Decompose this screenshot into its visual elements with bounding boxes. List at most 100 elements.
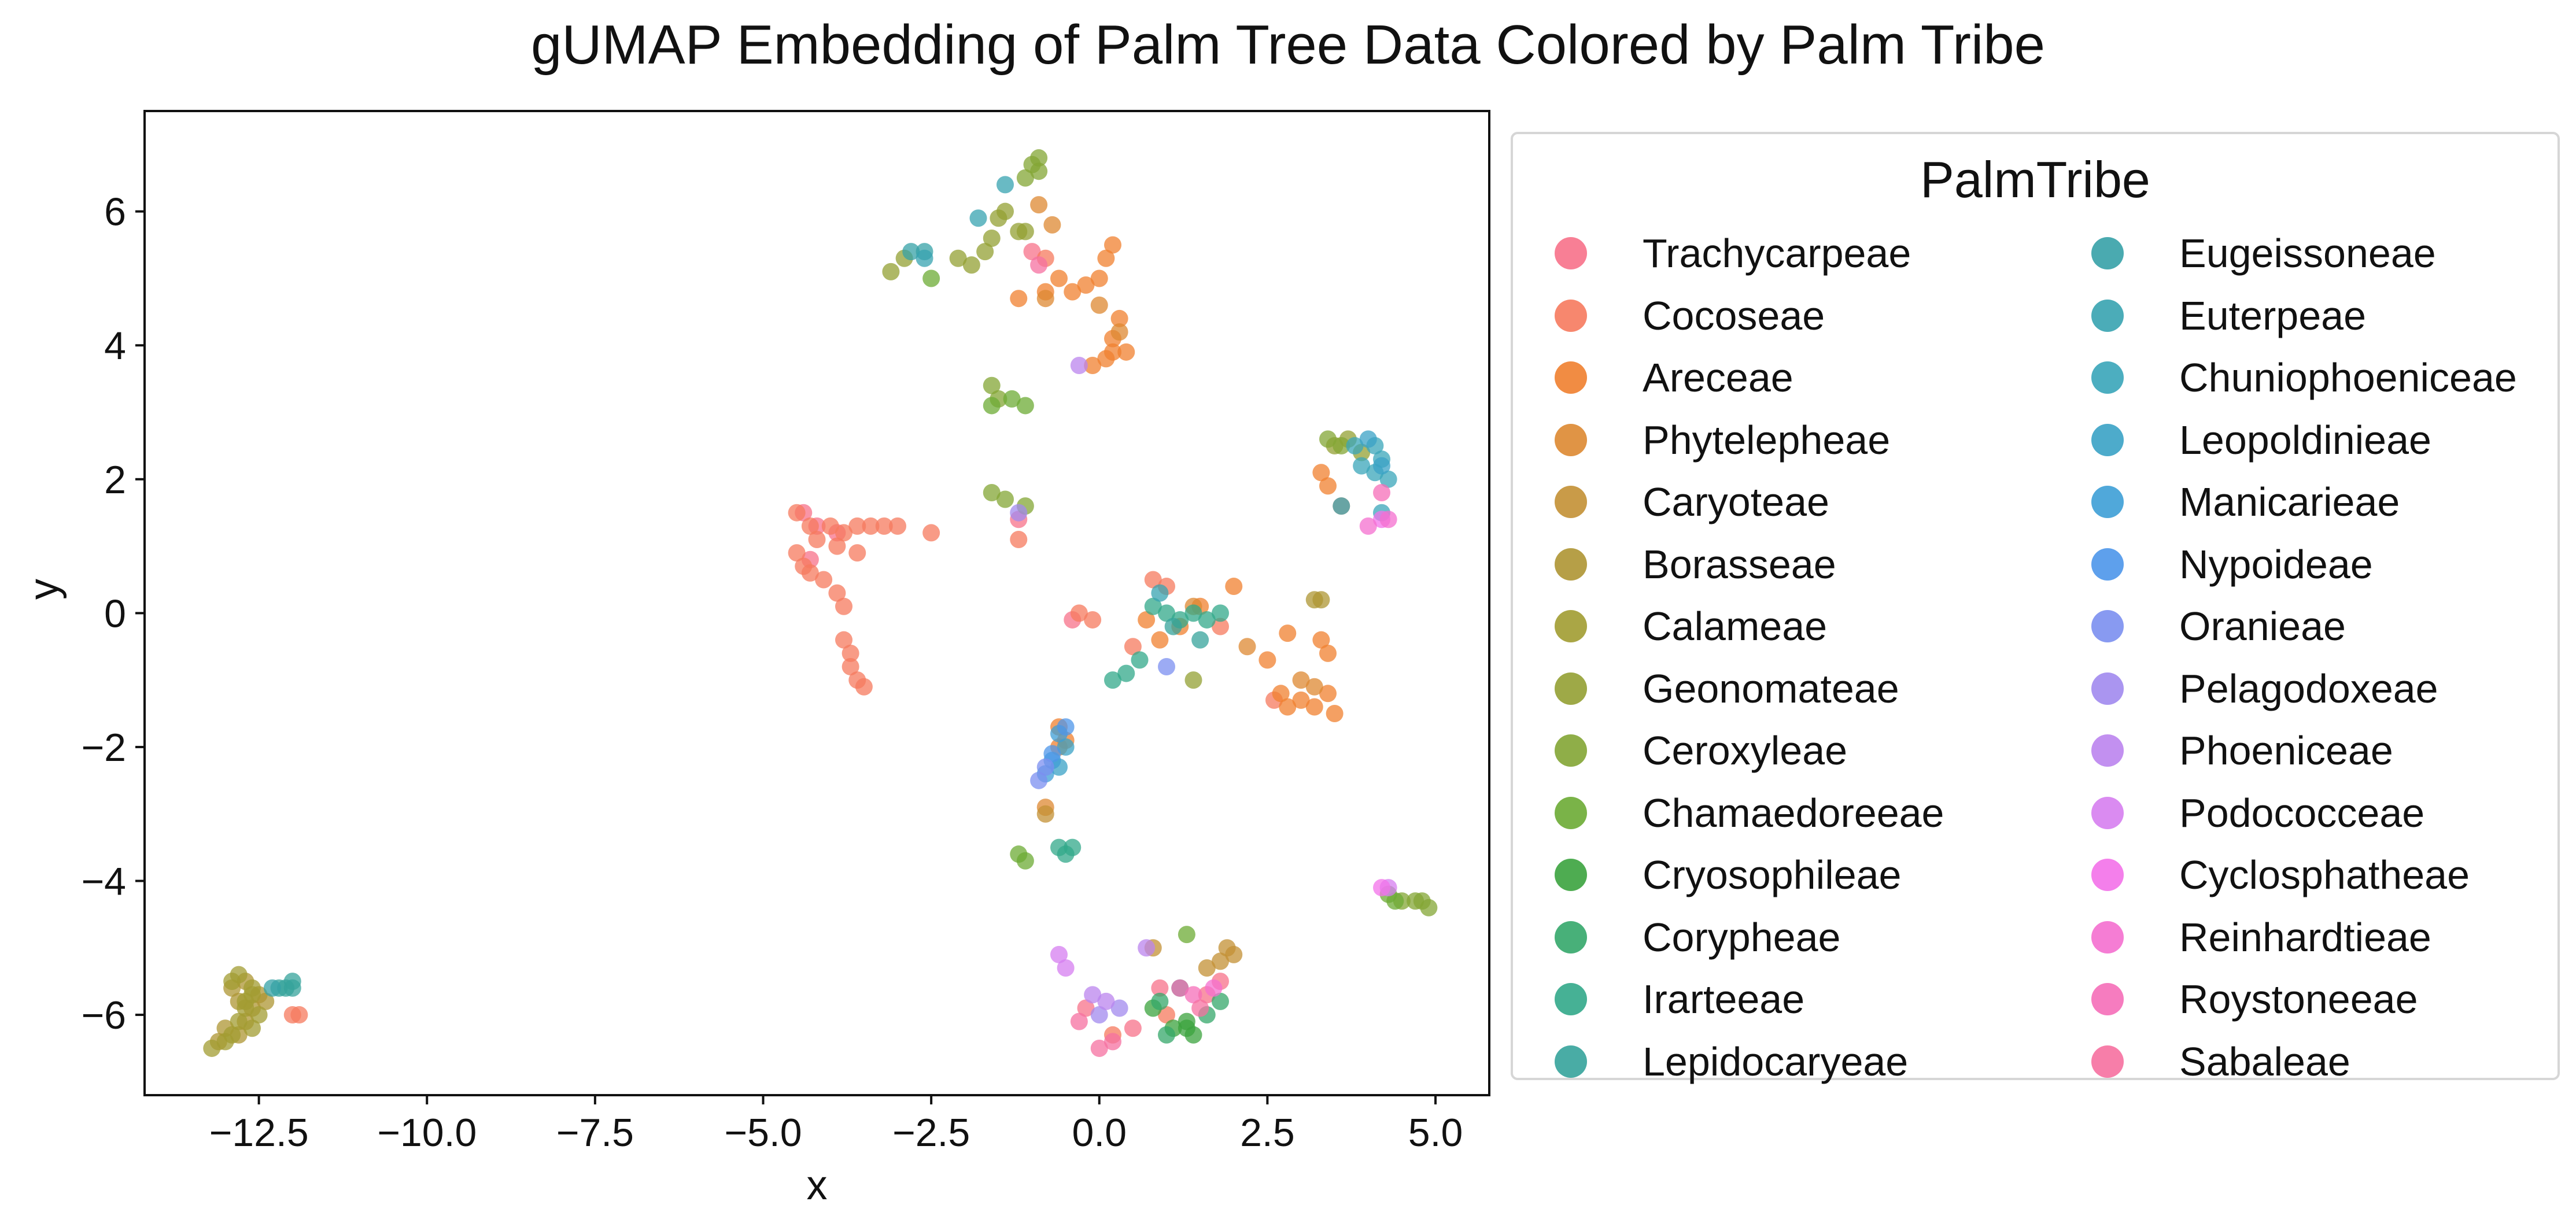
data-point xyxy=(801,517,819,535)
legend-swatch xyxy=(2091,1045,2124,1078)
data-point xyxy=(230,1012,248,1030)
x-tick-label: −10.0 xyxy=(377,1111,477,1155)
data-point xyxy=(1043,216,1061,234)
x-tick-label: −5.0 xyxy=(724,1111,802,1155)
data-point xyxy=(1333,497,1350,515)
data-point xyxy=(1164,618,1182,635)
data-point xyxy=(1212,618,1229,635)
legend-label: Cocoseae xyxy=(1643,293,1825,338)
data-point xyxy=(788,504,806,522)
data-point xyxy=(1319,685,1337,703)
x-tick-label: 0.0 xyxy=(1072,1111,1127,1155)
data-point xyxy=(835,631,852,649)
legend-label: Corypheae xyxy=(1643,914,1841,960)
data-point xyxy=(1110,323,1128,341)
legend-swatch xyxy=(1555,423,1587,456)
legend-swatch xyxy=(1555,486,1587,518)
x-tick-label: 5.0 xyxy=(1408,1111,1463,1155)
legend-label: Phoeniceae xyxy=(2179,728,2393,773)
legend-swatch xyxy=(2091,859,2124,891)
y-axis-label: y xyxy=(21,579,67,600)
x-tick-label: −2.5 xyxy=(892,1111,970,1155)
data-point xyxy=(290,1006,308,1024)
data-point xyxy=(828,537,846,555)
data-point xyxy=(1198,959,1216,977)
legend-entry: Chuniophoeniceae xyxy=(2091,349,2517,406)
data-point xyxy=(1030,149,1048,167)
data-point xyxy=(1010,531,1028,549)
data-point xyxy=(1212,992,1229,1010)
legend-swatch xyxy=(2091,734,2124,767)
legend-entry: Sabaleae xyxy=(2091,1033,2350,1091)
data-point xyxy=(1084,611,1102,629)
legend-label: Chuniophoeniceae xyxy=(2179,355,2517,400)
data-point xyxy=(1104,236,1121,254)
y-tick-label: −2 xyxy=(81,726,126,770)
x-tick-label: 2.5 xyxy=(1240,1111,1295,1155)
data-point xyxy=(1312,631,1330,649)
data-point xyxy=(1420,899,1438,916)
x-axis-label: x xyxy=(807,1162,828,1208)
legend-label: Areceae xyxy=(1643,355,1793,400)
data-point xyxy=(1090,269,1108,287)
legend-label: Ceroxyleae xyxy=(1643,728,1848,773)
data-point xyxy=(902,243,920,261)
data-point xyxy=(1346,437,1364,454)
data-point xyxy=(842,644,859,662)
data-point xyxy=(969,209,987,227)
legend-entry: Podococceae xyxy=(2091,784,2424,842)
data-point xyxy=(1050,838,1068,856)
data-point xyxy=(243,979,261,997)
data-point xyxy=(808,531,826,549)
data-point xyxy=(1158,657,1175,675)
data-point xyxy=(1010,504,1028,522)
data-point xyxy=(983,376,1001,394)
legend-entry: Caryoteae xyxy=(1555,473,1829,531)
legend-label: Borasseae xyxy=(1643,541,1836,587)
data-point xyxy=(1138,939,1156,957)
data-point xyxy=(1057,718,1075,736)
legend-label: Sabaleae xyxy=(2179,1038,2350,1084)
data-point xyxy=(1158,1006,1175,1024)
legend-label: Cyclosphatheae xyxy=(2179,852,2470,897)
data-point xyxy=(1050,269,1068,287)
legend-entry: Irarteeae xyxy=(1555,970,1804,1028)
data-point xyxy=(1305,698,1323,716)
legend-entry: Calameae xyxy=(1555,597,1827,655)
data-point xyxy=(1158,604,1175,622)
legend-entry: Lepidocaryeae xyxy=(1555,1033,1908,1091)
data-point xyxy=(223,1026,241,1044)
data-point xyxy=(283,979,301,997)
legend-swatch xyxy=(2091,548,2124,581)
data-point xyxy=(949,249,967,267)
legend-entry: Leopoldinieae xyxy=(2091,411,2431,469)
legend-entry: Cocoseae xyxy=(1555,287,1825,345)
data-point xyxy=(1353,457,1371,475)
data-point xyxy=(1359,517,1377,535)
data-point xyxy=(1144,597,1162,615)
data-point xyxy=(1279,624,1297,642)
data-point xyxy=(1057,959,1075,977)
data-point xyxy=(1070,356,1088,374)
data-point xyxy=(1057,738,1075,756)
legend-swatch xyxy=(1555,796,1587,829)
data-point xyxy=(821,517,839,535)
legend-swatch xyxy=(2091,299,2124,332)
data-point xyxy=(1407,892,1424,910)
legend-entry: Reinhardtieae xyxy=(2091,908,2431,966)
data-point xyxy=(1084,986,1102,1004)
legend-label: Nypoideae xyxy=(2179,541,2373,587)
data-point xyxy=(1319,430,1337,448)
data-point xyxy=(1036,758,1054,776)
legend-swatch xyxy=(2091,361,2124,394)
data-point xyxy=(842,657,859,675)
legend-entry: Cryosophileae xyxy=(1555,846,1901,904)
data-point xyxy=(1386,892,1404,910)
data-point xyxy=(1379,511,1397,529)
y-tick-label: −4 xyxy=(81,859,126,903)
data-point xyxy=(875,517,893,535)
data-point xyxy=(1191,999,1209,1017)
legend-entry: Phytelepheae xyxy=(1555,411,1890,469)
legend-label: Caryoteae xyxy=(1643,479,1829,524)
